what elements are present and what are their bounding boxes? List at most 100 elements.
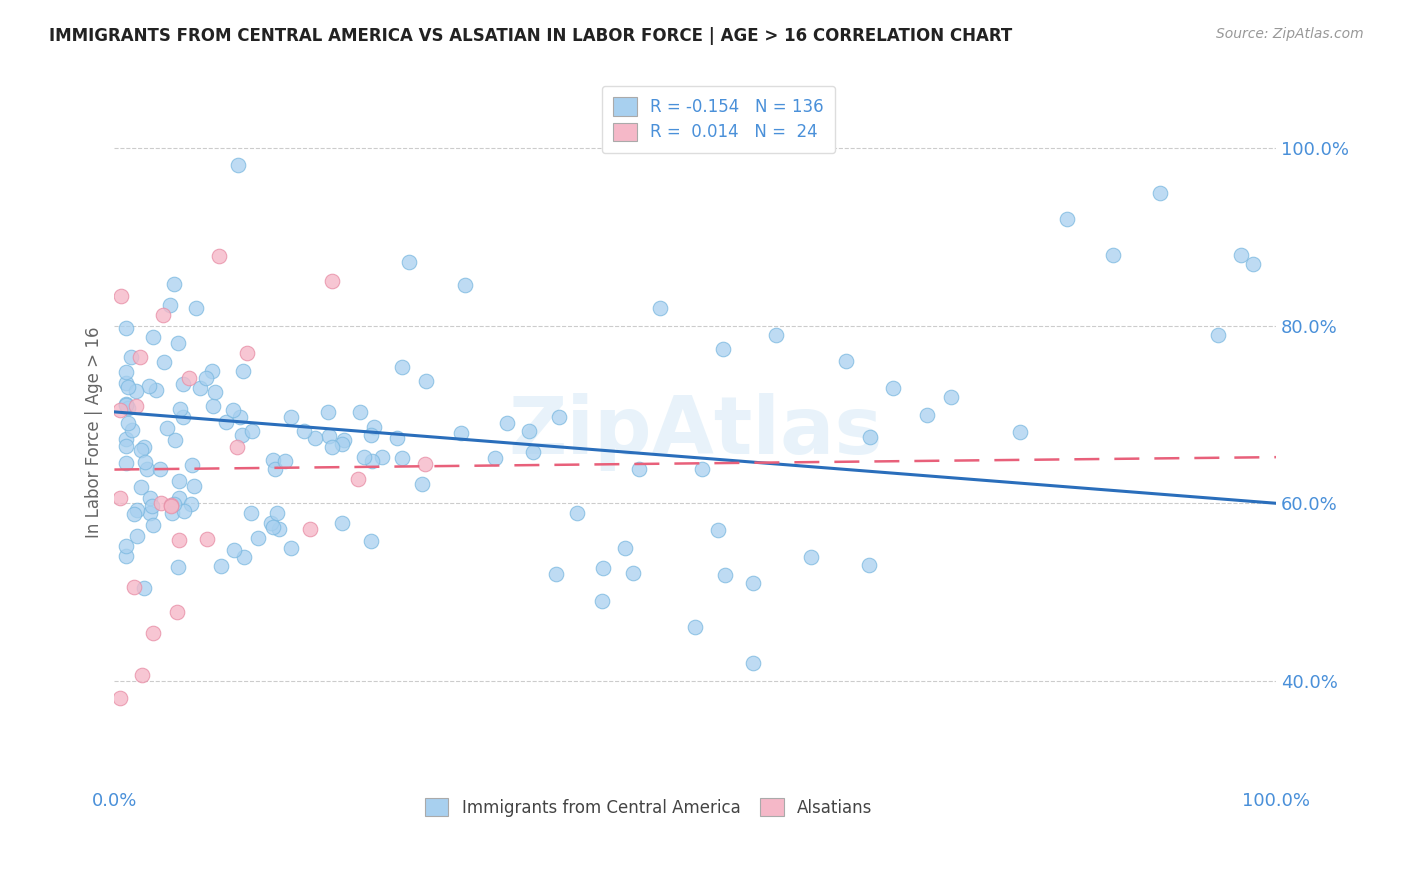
Point [183,479,205,493]
Point [173,504,195,518]
Text: Source: ZipAtlas.com: Source: ZipAtlas.com [1216,27,1364,41]
Point [360,534,382,549]
Point [150,496,173,510]
Point [180,458,202,472]
Point [149,462,172,476]
Point [349,405,371,419]
Point [233,549,256,564]
Point [742,576,765,591]
Point [186,301,208,315]
Point [1056,212,1078,227]
Point [160,506,183,520]
Point [544,567,567,582]
Point [115,432,138,446]
Point [115,439,138,453]
Point [330,516,353,531]
Point [917,408,939,422]
Point [152,308,174,322]
Point [650,301,672,315]
Point [132,440,155,454]
Point [1206,327,1229,342]
Point [484,450,506,465]
Point [1102,248,1125,262]
Point [201,399,224,413]
Point [222,542,245,557]
Point [204,384,226,399]
Point [415,374,437,388]
Point [263,453,285,467]
Point [153,354,176,368]
Point [683,620,706,634]
Point [177,370,200,384]
Point [454,278,477,293]
Point [122,580,145,594]
Point [347,472,370,486]
Text: IMMIGRANTS FROM CENTRAL AMERICA VS ALSATIAN IN LABOR FORCE | AGE > 16 CORRELATIO: IMMIGRANTS FROM CENTRAL AMERICA VS ALSAT… [49,27,1012,45]
Point [172,376,194,391]
Point [115,456,138,470]
Point [858,430,880,444]
Point [360,428,382,442]
Point [627,461,650,475]
Point [413,457,436,471]
Point [330,436,353,450]
Point [172,409,194,424]
Point [714,568,737,582]
Point [1010,425,1032,440]
Point [711,342,734,356]
Point [110,403,132,417]
Point [139,491,162,506]
Point [138,506,160,520]
Point [159,500,181,514]
Point [385,431,408,445]
Point [266,506,288,520]
Point [450,425,472,440]
Point [169,402,191,417]
Point [229,409,252,424]
Point [142,517,165,532]
Point [614,541,637,555]
Point [188,381,211,395]
Point [391,359,413,374]
Point [263,461,285,475]
Point [141,500,163,514]
Point [155,420,177,434]
Point [316,405,339,419]
Point [117,380,139,394]
Point [110,289,132,303]
Point [280,541,302,556]
Point [129,443,152,458]
Point [128,351,150,365]
Point [398,254,420,268]
Point [882,381,904,395]
Point [142,330,165,344]
Point [166,605,188,619]
Point [591,594,613,608]
Point [321,274,343,288]
Point [939,390,962,404]
Point [391,450,413,465]
Point [260,516,283,530]
Point [125,503,148,517]
Point [353,450,375,464]
Point [835,354,858,368]
Point [1241,257,1264,271]
Text: ZipAtlas: ZipAtlas [508,393,883,471]
Legend: Immigrants from Central America, Alsatians: Immigrants from Central America, Alsatia… [416,789,880,825]
Point [262,520,284,534]
Point [592,560,614,574]
Point [163,433,186,447]
Point [115,321,138,335]
Point [163,277,186,291]
Point [125,384,148,398]
Point [115,365,138,379]
Point [129,480,152,494]
Point [522,444,544,458]
Point [115,376,138,390]
Point [166,560,188,574]
Point [1230,248,1253,262]
Point [858,558,880,573]
Point [125,400,148,414]
Point [209,558,232,573]
Y-axis label: In Labor Force | Age > 16: In Labor Force | Age > 16 [86,326,103,538]
